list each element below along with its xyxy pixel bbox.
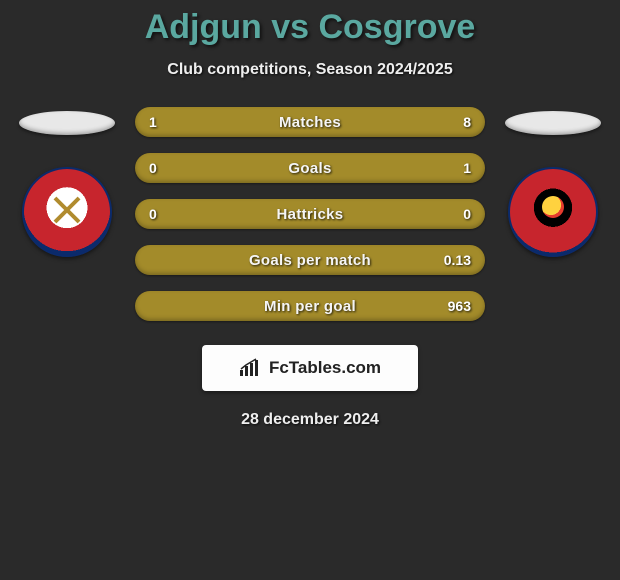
stat-bar-min-per-goal: Min per goal 963: [135, 291, 485, 321]
left-platform: [19, 111, 115, 135]
stat-right-value: 1: [463, 160, 471, 176]
stat-label: Goals: [288, 160, 331, 177]
stat-bar-goals-per-match: Goals per match 0.13: [135, 245, 485, 275]
stat-left-value: 0: [149, 206, 157, 222]
stats-column: 1 Matches 8 0 Goals 1 0 Hattricks 0 Goal…: [135, 107, 485, 321]
stat-left-value: 0: [149, 160, 157, 176]
stat-label: Min per goal: [264, 298, 356, 315]
stat-bar-hattricks: 0 Hattricks 0: [135, 199, 485, 229]
right-platform: [505, 111, 601, 135]
stat-label: Matches: [279, 114, 341, 131]
stat-label: Hattricks: [277, 206, 344, 223]
comparison-card: Adjgun vs Cosgrove Club competitions, Se…: [0, 0, 620, 429]
left-column: [17, 107, 117, 257]
page-title: Adjgun vs Cosgrove: [0, 8, 620, 47]
bar-chart-icon: [239, 358, 263, 378]
right-column: [503, 107, 603, 257]
stat-right-value: 0: [463, 206, 471, 222]
main-row: 1 Matches 8 0 Goals 1 0 Hattricks 0 Goal…: [0, 107, 620, 321]
stat-label: Goals per match: [249, 252, 371, 269]
date-line: 28 december 2024: [0, 411, 620, 429]
stat-bar-goals: 0 Goals 1: [135, 153, 485, 183]
right-team-crest-icon: [508, 167, 598, 257]
left-team-crest-icon: [22, 167, 112, 257]
stat-right-value: 8: [463, 114, 471, 130]
subtitle: Club competitions, Season 2024/2025: [0, 61, 620, 79]
stat-left-value: 1: [149, 114, 157, 130]
stat-right-value: 0.13: [444, 252, 471, 268]
branding-text: FcTables.com: [269, 358, 381, 378]
branding-badge[interactable]: FcTables.com: [202, 345, 418, 391]
stat-bar-matches: 1 Matches 8: [135, 107, 485, 137]
stat-right-value: 963: [448, 298, 471, 314]
